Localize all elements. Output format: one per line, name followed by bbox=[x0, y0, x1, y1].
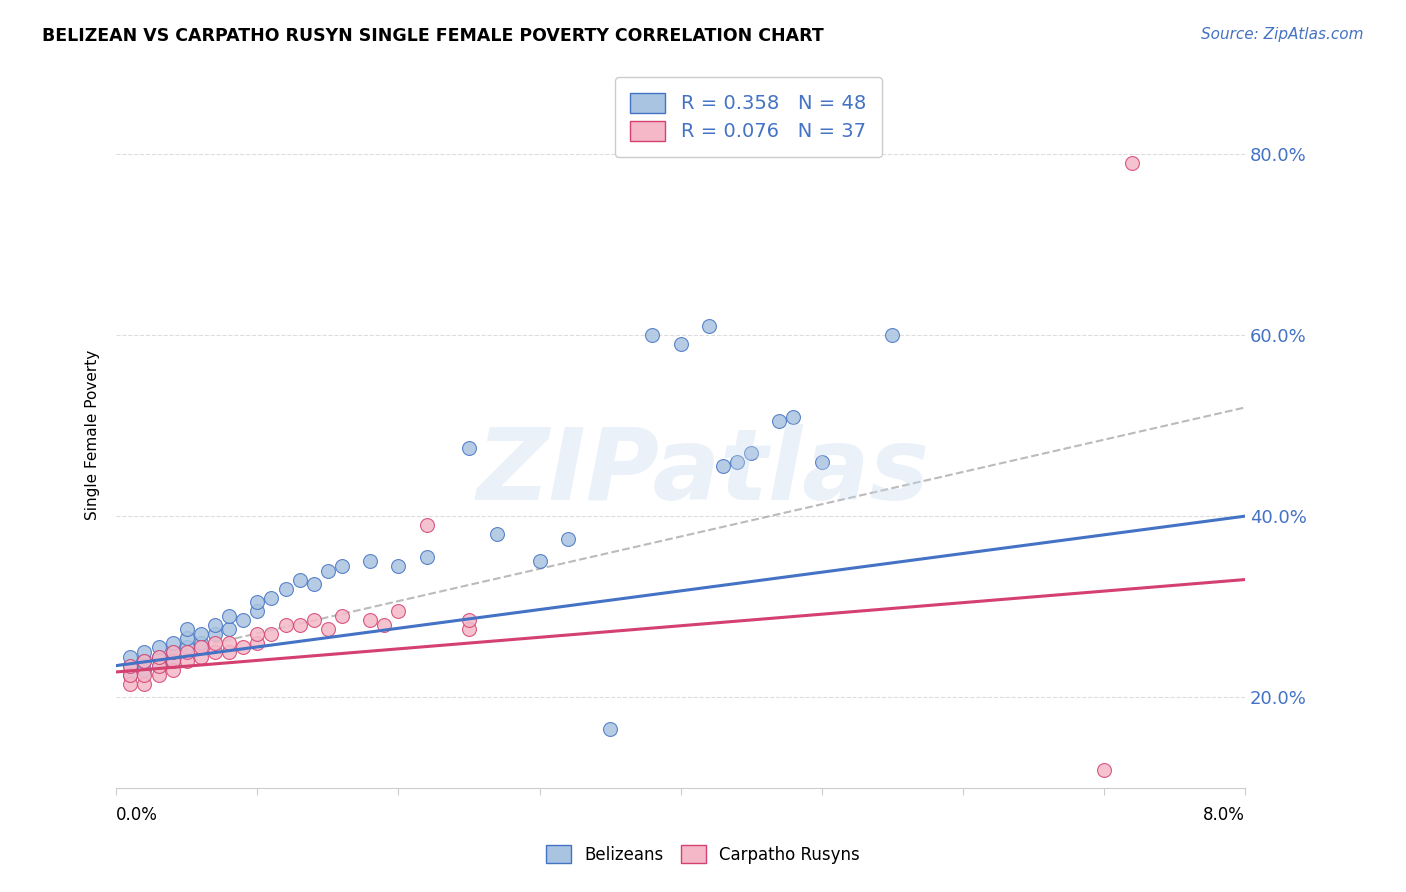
Point bbox=[176, 632, 198, 646]
Point bbox=[387, 604, 409, 618]
Point bbox=[148, 649, 170, 664]
Point bbox=[1092, 763, 1115, 777]
Point bbox=[162, 636, 184, 650]
Point bbox=[810, 455, 832, 469]
Point bbox=[148, 649, 170, 664]
Point bbox=[246, 595, 269, 609]
Point bbox=[330, 559, 353, 574]
Point bbox=[415, 518, 437, 533]
Point bbox=[218, 645, 240, 659]
Point bbox=[232, 613, 254, 627]
Point bbox=[190, 636, 212, 650]
Point bbox=[162, 654, 184, 668]
Text: Source: ZipAtlas.com: Source: ZipAtlas.com bbox=[1201, 27, 1364, 42]
Point bbox=[218, 636, 240, 650]
Point bbox=[330, 608, 353, 623]
Point bbox=[120, 676, 142, 690]
Point bbox=[882, 328, 904, 343]
Point bbox=[316, 623, 339, 637]
Point bbox=[204, 627, 226, 641]
Point bbox=[782, 409, 804, 424]
Point bbox=[415, 549, 437, 564]
Point bbox=[162, 663, 184, 677]
Point bbox=[120, 649, 142, 664]
Text: 8.0%: 8.0% bbox=[1204, 806, 1244, 824]
Point bbox=[373, 618, 395, 632]
Point bbox=[599, 722, 621, 736]
Point bbox=[316, 564, 339, 578]
Point bbox=[190, 649, 212, 664]
Point bbox=[387, 559, 409, 574]
Point bbox=[148, 667, 170, 681]
Point bbox=[204, 645, 226, 659]
Point bbox=[120, 658, 142, 673]
Point bbox=[246, 604, 269, 618]
Point bbox=[486, 527, 509, 541]
Y-axis label: Single Female Poverty: Single Female Poverty bbox=[86, 350, 100, 520]
Point bbox=[458, 613, 481, 627]
Point bbox=[288, 618, 311, 632]
Point bbox=[162, 645, 184, 659]
Point bbox=[120, 667, 142, 681]
Point bbox=[204, 618, 226, 632]
Point bbox=[302, 577, 325, 591]
Point bbox=[669, 337, 692, 351]
Point bbox=[218, 608, 240, 623]
Point bbox=[458, 442, 481, 456]
Point bbox=[740, 446, 762, 460]
Point bbox=[1121, 156, 1143, 170]
Point bbox=[176, 640, 198, 655]
Point bbox=[302, 613, 325, 627]
Point bbox=[288, 573, 311, 587]
Point bbox=[204, 636, 226, 650]
Point bbox=[359, 613, 381, 627]
Point bbox=[641, 328, 664, 343]
Point bbox=[557, 532, 579, 546]
Point bbox=[458, 623, 481, 637]
Text: ZIPatlas: ZIPatlas bbox=[477, 425, 929, 521]
Point bbox=[176, 654, 198, 668]
Point bbox=[260, 627, 283, 641]
Point bbox=[120, 667, 142, 681]
Point bbox=[148, 658, 170, 673]
Point bbox=[148, 640, 170, 655]
Point bbox=[176, 645, 198, 659]
Point bbox=[768, 414, 790, 428]
Point bbox=[246, 627, 269, 641]
Point bbox=[134, 654, 156, 668]
Point bbox=[148, 658, 170, 673]
Point bbox=[134, 676, 156, 690]
Point bbox=[246, 636, 269, 650]
Point bbox=[274, 618, 297, 632]
Point bbox=[190, 640, 212, 655]
Text: BELIZEAN VS CARPATHO RUSYN SINGLE FEMALE POVERTY CORRELATION CHART: BELIZEAN VS CARPATHO RUSYN SINGLE FEMALE… bbox=[42, 27, 824, 45]
Point bbox=[120, 658, 142, 673]
Point bbox=[274, 582, 297, 596]
Point bbox=[162, 654, 184, 668]
Legend: R = 0.358   N = 48, R = 0.076   N = 37: R = 0.358 N = 48, R = 0.076 N = 37 bbox=[614, 77, 882, 157]
Legend: Belizeans, Carpatho Rusyns: Belizeans, Carpatho Rusyns bbox=[540, 838, 866, 871]
Point bbox=[134, 667, 156, 681]
Point bbox=[218, 623, 240, 637]
Text: 0.0%: 0.0% bbox=[117, 806, 157, 824]
Point bbox=[162, 645, 184, 659]
Point bbox=[359, 554, 381, 568]
Point bbox=[711, 459, 734, 474]
Point bbox=[232, 640, 254, 655]
Point bbox=[725, 455, 748, 469]
Point bbox=[260, 591, 283, 605]
Point bbox=[190, 627, 212, 641]
Point bbox=[134, 654, 156, 668]
Point bbox=[176, 623, 198, 637]
Point bbox=[134, 663, 156, 677]
Point bbox=[529, 554, 551, 568]
Point bbox=[134, 645, 156, 659]
Point bbox=[697, 318, 720, 333]
